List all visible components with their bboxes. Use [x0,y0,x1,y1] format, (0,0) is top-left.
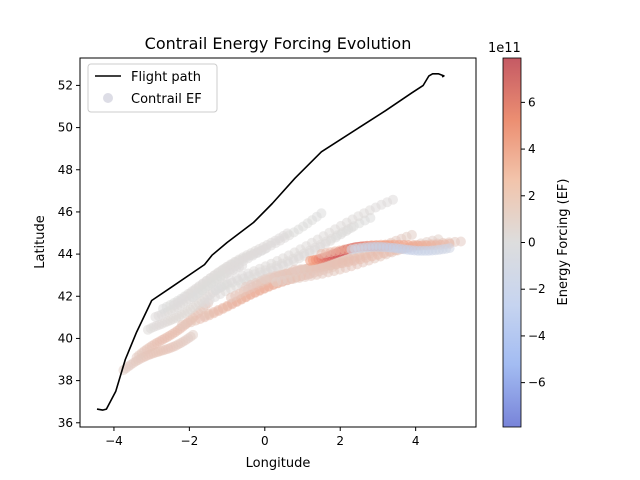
x-axis-label: Longitude [246,456,311,471]
y-tick-label: 42 [58,289,73,303]
y-tick-label: 52 [58,78,73,92]
legend-marker-swatch [103,93,113,103]
flight-path-line [96,73,445,411]
colorbar-scale: 1e11 [488,41,521,56]
contrail-points [118,194,466,376]
y-axis: 36 38 40 42 44 46 48 50 52 [58,78,80,430]
colorbar: −6 −4 −2 0 2 4 6 1e11 Energy Forcing (EF) [488,41,571,428]
y-tick-label: 46 [58,205,73,219]
y-tick-label: 38 [58,374,73,388]
colorbar-tick-label: 0 [528,236,536,250]
x-tick-label: 0 [261,434,269,448]
colorbar-tick-label: 4 [528,142,536,156]
contrail-point [406,229,417,240]
colorbar-gradient [502,57,522,428]
x-tick-label: 2 [336,434,344,448]
y-tick-label: 50 [58,121,73,135]
y-tick-label: 40 [58,331,73,345]
plot-frame [79,57,477,428]
contrail-point [444,243,455,254]
x-tick-label: −4 [105,434,123,448]
contrail-point [316,208,327,219]
legend-label-contrail-ef: Contrail EF [131,92,202,107]
colorbar-tick-label: −2 [528,282,546,296]
x-tick-label: 4 [412,434,420,448]
y-tick-label: 48 [58,163,73,177]
colorbar-ticks: −6 −4 −2 0 2 4 6 [521,95,546,390]
x-axis: −4 −2 0 2 4 [105,427,419,448]
y-tick-label: 36 [58,416,73,430]
colorbar-tick-label: −6 [528,376,546,390]
chart-title: Contrail Energy Forcing Evolution [145,34,412,53]
contrail-point [188,329,199,340]
colorbar-tick-label: −4 [528,329,546,343]
colorbar-tick-label: 2 [528,189,536,203]
plot-area [79,57,477,428]
legend: Flight path Contrail EF [87,63,218,113]
colorbar-label: Energy Forcing (EF) [556,179,571,306]
x-tick-label: −2 [181,434,199,448]
y-axis-label: Latitude [33,215,48,269]
contrail-point [455,236,466,247]
contrail-point [388,194,398,205]
legend-label-flight-path: Flight path [131,70,201,85]
colorbar-tick-label: 6 [528,95,536,109]
y-tick-label: 44 [58,247,73,261]
